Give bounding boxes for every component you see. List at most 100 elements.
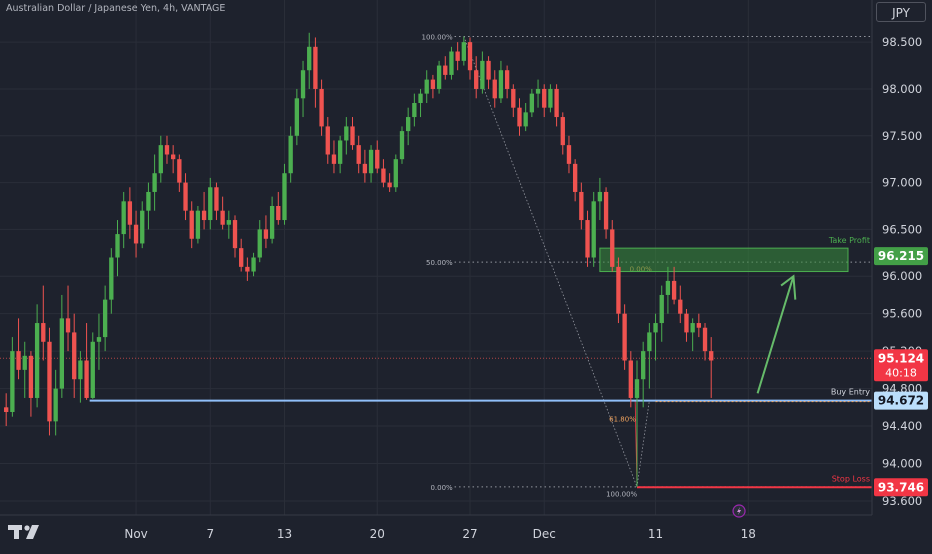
candle-body [177, 159, 182, 183]
currency-button[interactable]: JPY [876, 2, 926, 22]
candle-body [511, 88, 516, 108]
candle-body [201, 210, 207, 221]
candle-body [331, 154, 337, 164]
price-axis [872, 0, 932, 550]
buy-entry-price-badge-label: 94.672 [878, 394, 924, 408]
candle-body [597, 191, 603, 202]
candle-body [245, 266, 250, 272]
time-axis-tick-label: 20 [370, 527, 385, 541]
candle-body [566, 145, 572, 164]
price-axis-tick-label: 96.500 [882, 222, 922, 236]
candle-body [560, 117, 565, 146]
candle-body [474, 70, 479, 89]
take-profit-price-badge-bg [874, 247, 928, 266]
candle-body [214, 187, 219, 211]
stop-loss-label: Stop Loss [832, 474, 870, 483]
candle-body [709, 351, 714, 361]
time-axis-tick-label: Nov [124, 527, 147, 541]
candle-body [319, 88, 324, 127]
candle-body [22, 355, 27, 370]
price-axis-tick-label: 97.500 [882, 129, 922, 143]
candle-body [208, 187, 213, 221]
candle-body [239, 248, 244, 267]
candle-body [492, 79, 497, 99]
buy-entry-price-badge-bg [874, 391, 928, 410]
candle-body [152, 173, 157, 192]
time-axis-tick-label: 11 [648, 527, 663, 541]
candle-body [529, 93, 535, 113]
candle-body [140, 210, 145, 244]
time-axis-tick-label: 7 [206, 527, 214, 541]
fib-inner-label: 100.00% [606, 490, 637, 498]
candle-body [325, 126, 330, 155]
price-axis-tick-label: 97.000 [882, 176, 922, 190]
candle-body [449, 51, 454, 75]
candle-body [282, 173, 287, 221]
stop-loss-price-badge-bg [874, 478, 928, 497]
price-axis-tick-label: 93.600 [882, 494, 922, 508]
candle-body [535, 88, 541, 94]
candle-body [121, 201, 126, 235]
take-profit-label: Take Profit [828, 236, 870, 245]
candle-body [455, 51, 460, 61]
candle-body [232, 220, 238, 249]
candle-body [337, 140, 343, 164]
candle-body [189, 210, 194, 239]
candle-body [622, 313, 627, 361]
tradingview-logo-icon [8, 522, 46, 542]
candle-body [164, 145, 170, 155]
candle-body [257, 229, 262, 258]
time-axis-tick-label: 13 [277, 527, 292, 541]
price-axis-tick-label: 96.000 [882, 269, 922, 283]
candle-body [350, 126, 355, 146]
price-axis-tick-label: 98.500 [882, 35, 922, 49]
candle-body [678, 299, 683, 314]
fib-inner-line [636, 400, 650, 487]
candle-body [572, 163, 578, 192]
take-profit-zone [599, 247, 849, 273]
candle-body [684, 313, 689, 333]
candle-body [548, 88, 553, 108]
candle-body [467, 42, 473, 71]
candle-body [616, 266, 621, 314]
current-price-badge-label: 95.124 [878, 351, 924, 365]
chart-title: Australian Dollar / Japanese Yen, 4h, VA… [6, 3, 226, 14]
candle-body [702, 327, 708, 352]
price-axis-tick-label: 98.000 [882, 82, 922, 96]
candle-body [461, 42, 466, 61]
time-axis-tick-label: 27 [462, 527, 477, 541]
take-profit-price-badge-label: 96.215 [878, 249, 924, 263]
candle-body [690, 323, 695, 333]
candle-body [368, 149, 374, 174]
candle-body [34, 323, 40, 398]
fib-level-label: 50.00% [426, 259, 453, 267]
candle-body [375, 149, 380, 169]
price-axis-tick-label: 94.000 [882, 457, 922, 471]
candle-body [4, 407, 9, 412]
candle-body [183, 182, 188, 211]
candle-body [412, 103, 417, 118]
candle-body [102, 299, 108, 338]
candle-body [387, 182, 392, 188]
candle-body [653, 323, 658, 333]
candle-body [430, 79, 436, 89]
candle-body [418, 93, 423, 103]
buy-entry-label: Buy Entry [831, 388, 870, 397]
projection-arrow [756, 275, 795, 394]
candle-body [28, 355, 34, 398]
candle-body [96, 337, 102, 342]
fib-level-label: 0.00% [430, 484, 453, 492]
candle-body [47, 341, 52, 422]
candle-body [542, 88, 547, 108]
candle-body [480, 60, 485, 89]
candle-body [585, 220, 590, 258]
candle-body [344, 126, 349, 141]
candle-body [251, 257, 256, 272]
candle-body [10, 351, 15, 412]
candle-body [90, 341, 95, 398]
candle-body [170, 154, 176, 160]
time-axis-tick-label: 18 [741, 527, 756, 541]
candle-body [53, 388, 58, 422]
